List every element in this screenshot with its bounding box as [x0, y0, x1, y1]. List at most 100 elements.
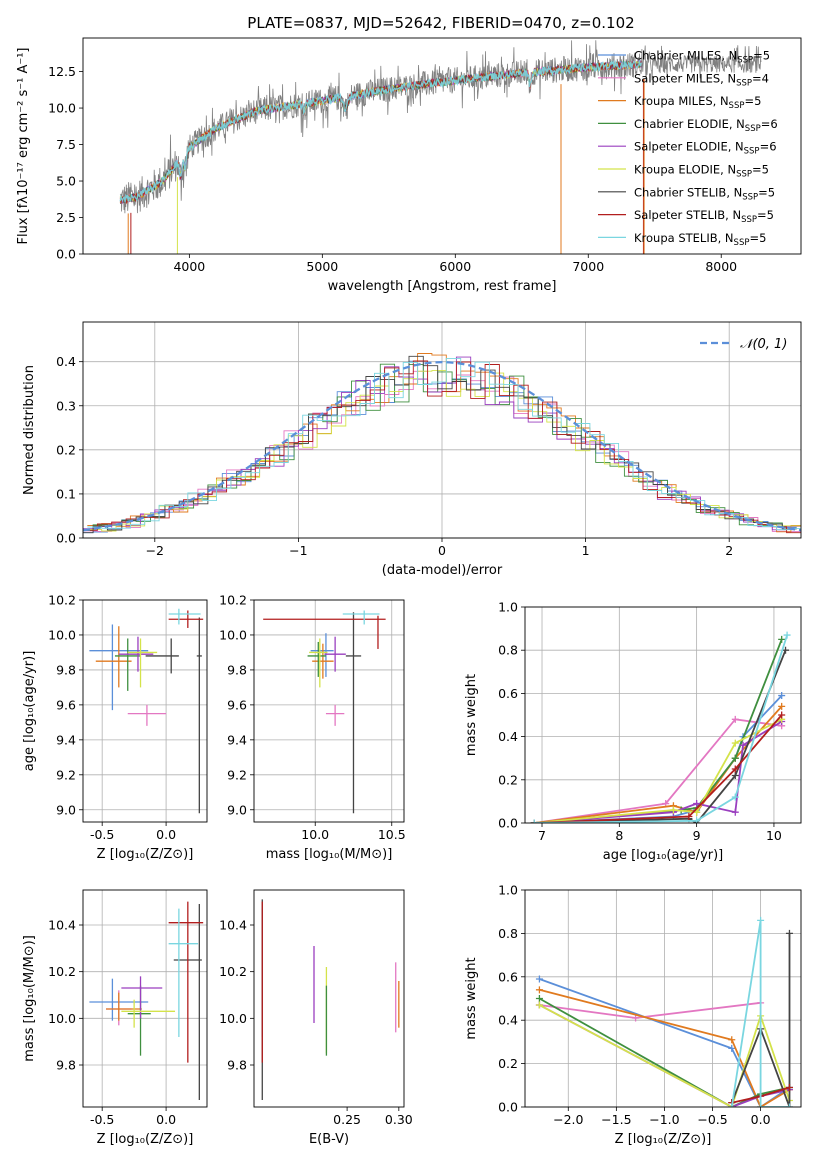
x-axis-label: Z [log₁₀(Z/Z⊙)]: [97, 1132, 194, 1147]
age-vs-Z-axes: -0.5 0.0 9.0 9.2 9.4 9.6 9.8 10.0 10.2 Z [log₁₀(Z…: [22, 593, 208, 862]
legend-label: Kroupa ELODIE, NSSP=5: [634, 163, 769, 180]
x-tick-label: 0.0: [156, 1112, 176, 1127]
x-tick-label: 4000: [173, 259, 205, 274]
mass-weight-marker: [535, 1001, 543, 1009]
data-point-errorbar: [121, 976, 163, 1019]
mass-weight-marker: [728, 1044, 736, 1052]
y-tick-label: 0.6: [498, 969, 518, 984]
y-tick-label: 9.4: [56, 732, 76, 747]
mass-weight-marker: [778, 635, 786, 643]
mass-weight-marker: [731, 771, 739, 779]
x-tick-label: 2: [725, 543, 733, 558]
y-tick-label: 0.4: [56, 354, 76, 369]
data-point-errorbar: [168, 901, 204, 1063]
y-tick-label: 1.0: [498, 600, 518, 615]
mass-weight-marker: [731, 754, 739, 762]
mass-weight-marker: [535, 975, 543, 983]
y-tick-label: 10.2: [219, 593, 247, 608]
mass-weight-marker: [783, 631, 791, 639]
data-point-errorbar: [95, 626, 132, 688]
x-tick-label: 0: [438, 543, 446, 558]
mass-weight-line: [539, 1001, 761, 1019]
residual-histogram: [87, 370, 801, 532]
data-point-errorbar: [127, 704, 167, 726]
y-tick-label: 9.8: [56, 1058, 76, 1073]
legend-label: Salpeter MILES, NSSP=4: [634, 71, 769, 88]
legend-label: Chabrier MILES, NSSP=5: [634, 49, 770, 66]
mass-weight-line: [730, 933, 791, 1107]
data-point-errorbar: [114, 638, 141, 691]
mass-weight-line: [534, 634, 788, 823]
x-tick-label: −0.5: [697, 1112, 727, 1127]
y-tick-label: 5.0: [56, 174, 76, 189]
legend-label: Chabrier STELIB, NSSP=5: [634, 185, 775, 202]
x-axis-label: Z [log₁₀(Z/Z⊙)]: [97, 847, 194, 862]
y-tick-label: 9.0: [56, 802, 76, 817]
data-point-errorbar: [106, 992, 142, 1021]
data-point-errorbar: [127, 638, 158, 688]
x-tick-label: −1: [289, 543, 307, 558]
age-vs-Z-frame: [82, 599, 208, 823]
mass-weight-line: [539, 988, 790, 1107]
y-tick-label: 0.8: [498, 643, 518, 658]
y-tick-label: 10.0: [48, 101, 76, 116]
x-tick-label: 0.30: [385, 1112, 413, 1127]
legend-label: Kroupa MILES, NSSP=5: [634, 94, 761, 111]
y-tick-label: 10.0: [219, 627, 247, 642]
mass-vs-Z-frame: [82, 889, 208, 1108]
data-point-errorbar: [168, 610, 204, 628]
mass-weight-marker: [632, 1014, 640, 1022]
mass-weight-marker: [535, 995, 543, 1002]
y-tick-label: 10.2: [219, 964, 247, 979]
x-axis-label: age [log₁₀(age/yr)]: [603, 848, 724, 863]
x-axis-label: wavelength [Angstrom, rest frame]: [328, 279, 557, 294]
y-tick-label: 0.1: [56, 486, 76, 501]
mass-vs-ebv-frame: [253, 889, 405, 1108]
data-point-errorbar: [145, 638, 179, 674]
mass-vs-Z-axes: -0.5 0.0 9.8 10.0 10.2 10.4 Z [log₁₀(Z/Z⊙)] mas…: [22, 889, 208, 1147]
y-tick-label: 9.8: [56, 662, 76, 677]
x-tick-label: 7000: [572, 259, 604, 274]
y-tick-label: 0.2: [56, 442, 76, 457]
y-tick-label: 0.4: [498, 729, 518, 744]
data-point-errorbar: [310, 633, 334, 677]
x-tick-label: 1: [582, 543, 590, 558]
mass-weight-marker: [785, 1083, 793, 1091]
y-tick-label: 9.6: [56, 697, 76, 712]
mass-weight-marker: [693, 817, 701, 823]
x-tick-label: -0.5: [90, 827, 114, 842]
data-point-errorbar: [342, 610, 380, 625]
age-vs-mass-axes: 10.0 10.5 9.0 9.2 9.4 9.6 9.8 10.0 10.2 mass [log…: [219, 593, 406, 863]
x-tick-label: −2.0: [553, 1112, 583, 1127]
residual-histogram: [83, 355, 797, 534]
mass-weight-marker: [757, 916, 765, 924]
y-tick-label: 9.2: [227, 767, 247, 782]
mass-weight-marker: [728, 1103, 736, 1107]
mass-weight-line: [538, 997, 790, 1107]
legend-label: Salpeter ELODIE, NSSP=6: [634, 140, 777, 157]
x-tick-label: 8000: [705, 259, 737, 274]
x-tick-label: 10.5: [378, 827, 406, 842]
y-tick-label: 10.4: [219, 918, 247, 933]
y-tick-label: 9.4: [227, 732, 247, 747]
data-point-errorbar: [324, 636, 346, 672]
figure-title: PLATE=0837, MJD=52642, FIBERID=0470, z=0…: [247, 14, 634, 32]
spectrum-axes: 4000 5000 6000 7000 8000 0.0 2.5 5.0 7.5 10.0 12.5…: [16, 37, 802, 294]
residuals-frame: [82, 321, 802, 539]
mass-weight-line: [730, 920, 790, 1107]
mass-weight-marker: [530, 819, 538, 823]
legend-label: 𝒩(0, 1): [740, 337, 787, 352]
residuals-axes: −2 −1 0 1 2 0.0 0.1 0.2 0.3 0.4 (data-model)/error…: [22, 321, 802, 578]
y-tick-label: 0.2: [498, 772, 518, 787]
y-tick-label: 0.8: [498, 926, 518, 941]
mass-weight-marker: [669, 806, 677, 814]
mass-weight-marker: [535, 986, 543, 994]
y-tick-label: 9.2: [56, 767, 76, 782]
y-tick-label: 10.0: [48, 627, 76, 642]
y-tick-label: 9.0: [227, 802, 247, 817]
x-tick-label: 0.0: [751, 1112, 771, 1127]
x-axis-label: E(B-V): [309, 1132, 349, 1147]
y-tick-label: 0.0: [56, 247, 76, 262]
mass-weight-marker: [731, 715, 739, 723]
mass-weight-marker: [757, 1103, 765, 1107]
